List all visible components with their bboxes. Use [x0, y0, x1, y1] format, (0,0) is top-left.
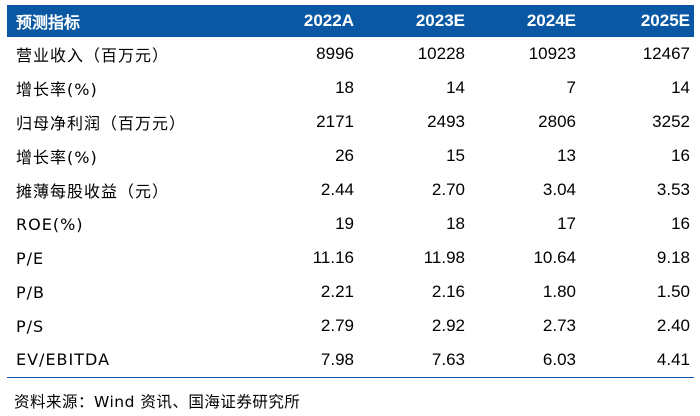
- table-cell: 19: [335, 214, 354, 233]
- row-label: P/E: [16, 248, 45, 268]
- header-year-2022a: 2022A: [303, 11, 354, 30]
- row-label: P/B: [16, 282, 46, 302]
- table-cell: 2.44: [320, 180, 354, 199]
- table-cell: 16: [671, 146, 690, 165]
- table-row: 增长率(%) 18 14 7 14: [7, 71, 694, 105]
- table-row: P/E 11.16 11.98 10.64 9.18: [7, 241, 694, 275]
- table-row: P/S 2.79 2.92 2.73 2.40: [7, 309, 694, 343]
- header-indicator-label: 预测指标: [16, 13, 81, 32]
- table-cell: 2.16: [431, 282, 465, 301]
- table-cell: 2.79: [320, 316, 354, 335]
- table-header-row: 预测指标 2022A 2023E 2024E 2025E: [7, 5, 694, 37]
- header-year-2025e: 2025E: [640, 11, 690, 30]
- row-label: 营业收入（百万元）: [16, 46, 170, 65]
- table-cell: 8996: [316, 44, 354, 63]
- table-cell: 15: [446, 146, 465, 165]
- table-cell: 2.40: [656, 316, 690, 335]
- table-cell: 2.73: [542, 316, 576, 335]
- table-cell: 26: [335, 146, 354, 165]
- header-year-2023e: 2023E: [415, 11, 465, 30]
- table-cell: 10.64: [533, 248, 576, 267]
- table-cell: 17: [557, 214, 576, 233]
- table-row: 增长率(%) 26 15 13 16: [7, 139, 694, 173]
- row-label: 摊薄每股收益（元）: [16, 182, 170, 201]
- row-label: EV/EBITDA: [7, 343, 247, 378]
- table-row: 营业收入（百万元） 8996 10228 10923 12467: [7, 37, 694, 71]
- row-label: ROE(%): [16, 214, 84, 234]
- table-cell: 2.70: [431, 180, 465, 199]
- table-cell: 4.41: [580, 343, 694, 378]
- table-cell: 6.03: [469, 343, 580, 378]
- table-cell: 2.21: [320, 282, 354, 301]
- table-cell: 2493: [427, 112, 465, 131]
- table-cell: 2.92: [431, 316, 465, 335]
- table-row: ROE(%) 19 18 17 16: [7, 207, 694, 241]
- table-cell: 1.50: [656, 282, 690, 301]
- forecast-table-container: 预测指标 2022A 2023E 2024E 2025E 营业收入（百万元） 8…: [7, 5, 694, 378]
- table-cell: 1.80: [542, 282, 576, 301]
- source-note: 资料来源：Wind 资讯、国海证券研究所: [14, 393, 301, 411]
- table-row: 归母净利润（百万元） 2171 2493 2806 3252: [7, 105, 694, 139]
- table-cell: 11.16: [312, 248, 354, 267]
- table-row: P/B 2.21 2.16 1.80 1.50: [7, 275, 694, 309]
- table-row: EV/EBITDA 7.98 7.63 6.03 4.41: [7, 343, 694, 378]
- table-cell: 14: [671, 78, 690, 97]
- table-cell: 3.04: [542, 180, 576, 199]
- table-cell: 3.53: [656, 180, 690, 199]
- table-cell: 13: [557, 146, 576, 165]
- row-label: 归母净利润（百万元）: [16, 114, 187, 133]
- table-cell: 18: [335, 78, 354, 97]
- forecast-table: 预测指标 2022A 2023E 2024E 2025E 营业收入（百万元） 8…: [7, 5, 694, 378]
- table-cell: 10923: [528, 44, 576, 63]
- table-cell: 7: [566, 78, 576, 97]
- header-year-2024e: 2024E: [526, 11, 576, 30]
- table-cell: 2806: [538, 112, 576, 131]
- row-label: 增长率(%): [16, 148, 98, 167]
- table-cell: 11.98: [423, 248, 465, 267]
- table-cell: 7.63: [358, 343, 469, 378]
- table-cell: 7.98: [247, 343, 358, 378]
- table-cell: 2171: [316, 112, 354, 131]
- table-cell: 14: [446, 78, 465, 97]
- row-label: 增长率(%): [16, 80, 98, 99]
- table-cell: 9.18: [656, 248, 690, 267]
- table-cell: 10228: [417, 44, 465, 63]
- table-cell: 16: [671, 214, 690, 233]
- table-row: 摊薄每股收益（元） 2.44 2.70 3.04 3.53: [7, 173, 694, 207]
- table-cell: 18: [446, 214, 465, 233]
- row-label: P/S: [16, 316, 45, 336]
- table-cell: 3252: [652, 112, 690, 131]
- table-cell: 12467: [642, 44, 690, 63]
